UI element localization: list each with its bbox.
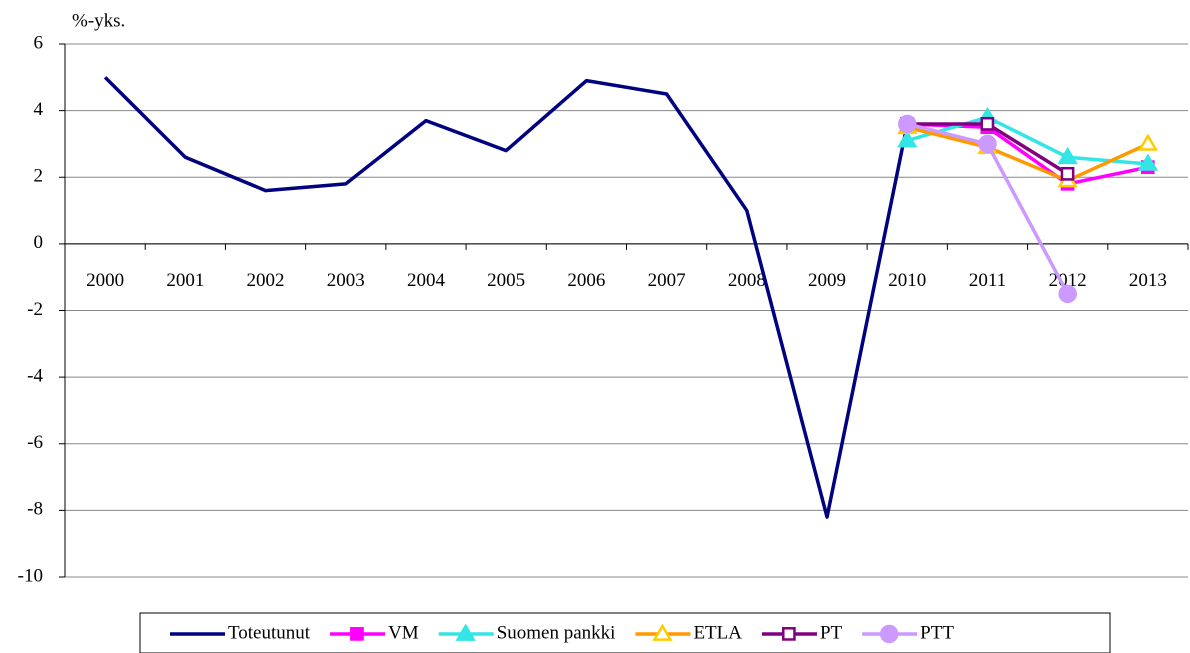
x-tick-label: 2010 xyxy=(888,270,926,291)
marker xyxy=(980,116,995,131)
marker xyxy=(1137,133,1159,151)
x-tick-label: 2007 xyxy=(648,270,686,291)
y-tick-label: -8 xyxy=(27,499,43,520)
y-tick-label: 4 xyxy=(34,99,44,120)
y-tick-label: -6 xyxy=(27,432,43,453)
x-tick-label: 2011 xyxy=(969,270,1006,291)
marker xyxy=(350,627,364,641)
legend: Toteutunut VM Suomen pankki ETLA PT PTT xyxy=(139,612,1111,653)
legend-box xyxy=(139,612,1111,653)
marker xyxy=(1057,146,1078,165)
marker xyxy=(897,130,918,148)
legend-label: VM xyxy=(388,622,419,643)
marker xyxy=(978,134,997,154)
y-tick-label: -2 xyxy=(27,299,43,320)
marker xyxy=(879,624,899,644)
x-tick-label: 2002 xyxy=(247,270,285,291)
x-tick-label: 2003 xyxy=(327,270,365,291)
legend-label: PT xyxy=(820,622,843,643)
y-tick-label: 2 xyxy=(34,166,44,187)
marker xyxy=(898,114,917,134)
x-tick-label: 2009 xyxy=(808,270,846,291)
marker xyxy=(782,627,796,641)
x-tick-label: 2008 xyxy=(728,270,766,291)
legend-label: Toteutunut xyxy=(228,622,311,643)
series-line xyxy=(906,125,1149,183)
marker xyxy=(455,623,476,641)
y-tick-label: 6 xyxy=(34,32,44,53)
x-tick-label: 2005 xyxy=(487,270,525,291)
x-tick-label: 2004 xyxy=(407,270,446,291)
x-tick-label: 2006 xyxy=(567,270,605,291)
y-tick-label: 0 xyxy=(34,232,44,253)
series-line xyxy=(103,76,909,519)
legend-label: Suomen pankki xyxy=(497,622,616,643)
y-axis-label: %-yks. xyxy=(72,10,125,31)
marker xyxy=(1058,284,1077,304)
x-tick-label: 2000 xyxy=(86,270,124,291)
x-tick-label: 2001 xyxy=(166,270,204,291)
y-tick-label: -4 xyxy=(27,365,43,386)
x-tick-label: 2013 xyxy=(1129,270,1167,291)
y-tick-label: -10 xyxy=(18,565,43,586)
legend-label: ETLA xyxy=(693,622,742,643)
legend-label: PTT xyxy=(920,622,954,643)
marker xyxy=(652,623,673,641)
marker xyxy=(1137,153,1159,171)
marker xyxy=(1060,166,1075,181)
